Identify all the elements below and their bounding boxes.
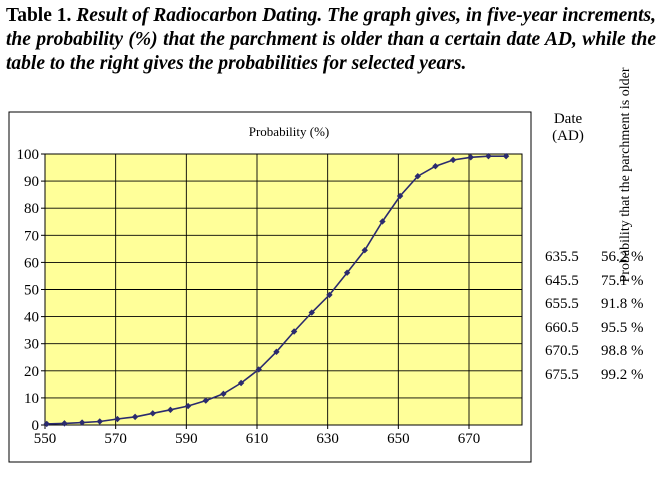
table-cell-date: 645.5 [545, 272, 579, 289]
table-header-probability: Probability that the parchment is older [604, 67, 648, 282]
table-row: 645.5 75.1 % [545, 270, 644, 294]
data-point [290, 328, 298, 335]
grid-lines [45, 154, 522, 425]
data-point [467, 154, 474, 161]
table-cell-probability: 98.8 % [601, 343, 644, 359]
data-point [379, 218, 386, 225]
y-axis: 0 10 20 30 40 50 60 70 80 90 100 [17, 147, 45, 434]
data-point [396, 192, 404, 200]
data-point [485, 152, 492, 160]
x-tick-label: 670 [458, 431, 481, 447]
chart-title: Probability (%) [249, 124, 330, 139]
data-point [237, 379, 245, 387]
y-tick-label: 30 [24, 337, 39, 353]
table-row: 635.5 56.2 % [545, 246, 644, 270]
y-tick-label: 50 [24, 283, 39, 299]
x-tick-label: 570 [104, 431, 127, 447]
y-tick-label: 70 [24, 228, 39, 244]
table-cell-probability: 91.8 % [601, 296, 644, 312]
y-tick-label: 100 [17, 147, 40, 163]
caption-body: Result of Radiocarbon Dating. The graph … [6, 5, 656, 74]
y-tick-label: 90 [24, 174, 39, 190]
x-tick-label: 610 [246, 431, 269, 447]
y-tick-label: 10 [24, 391, 39, 407]
y-tick-label: 60 [24, 255, 39, 271]
y-tick-label: 0 [32, 418, 40, 434]
data-point [273, 348, 280, 356]
x-axis: 550 570 590 610 630 650 670 [34, 425, 481, 447]
data-point [449, 156, 457, 164]
x-tick-label: 550 [34, 431, 57, 447]
y-tick-label: 80 [24, 201, 39, 217]
y-tick-label: 40 [24, 310, 39, 326]
table-cell-date: 670.5 [545, 343, 579, 359]
x-tick-label: 590 [175, 431, 198, 447]
figure-caption: Table 1. Result of Radiocarbon Dating. T… [6, 4, 656, 76]
table-cell-date: 660.5 [545, 319, 579, 336]
data-point [343, 269, 351, 276]
probability-table: 635.5 56.2 % 645.5 75.1 % 655.5 91.8 % 660.5 95… [545, 246, 644, 387]
data-point [308, 309, 315, 316]
data-point [114, 415, 121, 423]
data-point [167, 406, 174, 414]
table-cell-probability: 99.2 % [601, 366, 644, 383]
table-row: 655.5 91.8 % [545, 293, 644, 317]
data-point [432, 162, 439, 170]
data-points [43, 152, 510, 428]
table-cell-probability: 75.1 % [601, 272, 644, 289]
y-tick-label: 20 [24, 364, 39, 380]
table-row: 660.5 95.5 % [545, 317, 644, 341]
data-point [326, 291, 333, 299]
data-point [502, 152, 510, 160]
data-point [149, 410, 156, 417]
data-point [43, 420, 50, 428]
data-point [414, 173, 421, 180]
x-tick-label: 650 [387, 431, 410, 447]
data-point [255, 366, 262, 373]
table-row: 675.5 99.2 % [545, 364, 644, 388]
table-cell-date: 655.5 [545, 296, 579, 312]
table-cell-probability: 95.5 % [601, 319, 644, 336]
table-cell-probability: 56.2 % [601, 249, 644, 265]
x-tick-label: 630 [316, 431, 339, 447]
data-point [61, 420, 68, 427]
data-point [78, 419, 86, 426]
caption-lead: Table 1. [6, 5, 72, 26]
data-point [202, 397, 209, 404]
data-point [220, 390, 227, 398]
data-point [96, 418, 103, 425]
data-point [361, 247, 368, 254]
data-point [131, 413, 139, 421]
table-cell-date: 635.5 [545, 249, 579, 265]
table-cell-date: 675.5 [545, 366, 579, 383]
data-point [184, 402, 192, 410]
table-row: 670.5 98.8 % [545, 340, 644, 364]
table-header-date: Date (AD) [552, 111, 584, 144]
